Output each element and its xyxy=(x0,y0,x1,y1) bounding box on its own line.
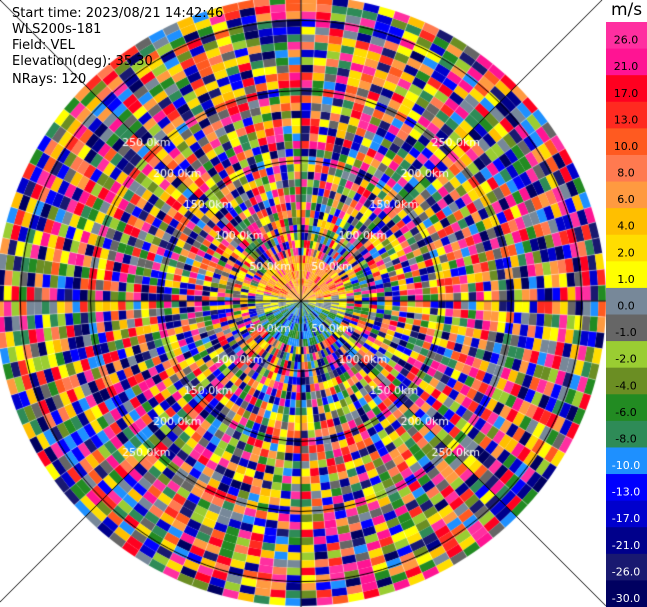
colorbar-tick-label: 17.0 xyxy=(614,87,639,100)
colorbar-swatch xyxy=(606,234,647,262)
colorbar-swatch xyxy=(606,287,647,315)
field-label: Field: VEL xyxy=(12,38,75,53)
colorbar-tick-label: -21.0 xyxy=(612,539,640,552)
site-label: WLS200s-181 xyxy=(12,22,102,37)
colorbar-swatch xyxy=(606,553,647,581)
colorbar-swatch xyxy=(606,527,647,555)
colorbar-unit: m/s xyxy=(611,0,643,20)
colorbar-tick-label: 26.0 xyxy=(614,34,639,47)
colorbar-swatch xyxy=(606,474,647,502)
colorbar-swatch xyxy=(606,101,647,129)
colorbar-swatch xyxy=(606,208,647,236)
colorbar-tick-label: 1.0 xyxy=(617,273,635,286)
velocity-colorbar: 26.0 21.0 17.0 13.0 10.0 8.0 6.0 4.0 2.0 1.0 0.0 -1… xyxy=(606,22,647,607)
colorbar-swatch xyxy=(606,367,647,395)
colorbar-swatch xyxy=(606,181,647,209)
colorbar-tick-label: 21.0 xyxy=(614,60,639,73)
colorbar-swatch xyxy=(606,48,647,76)
colorbar-tick-label: 10.0 xyxy=(614,140,639,153)
colorbar-tick-label: -17.0 xyxy=(612,512,640,525)
colorbar-tick-label: 4.0 xyxy=(617,220,635,233)
colorbar-swatch xyxy=(606,75,647,103)
colorbar-swatch xyxy=(606,420,647,448)
colorbar-swatch xyxy=(606,580,647,607)
colorbar-tick-label: -13.0 xyxy=(612,486,640,499)
colorbar-swatch xyxy=(606,341,647,369)
colorbar-tick-label: 2.0 xyxy=(617,246,635,259)
colorbar-swatch xyxy=(606,22,647,50)
colorbar-swatch xyxy=(606,447,647,475)
colorbar-tick-label: 0.0 xyxy=(617,300,635,313)
colorbar-swatch xyxy=(606,394,647,422)
start-time-label: Start time: 2023/08/21 14:42:46 xyxy=(12,6,224,21)
colorbar-tick-label: 13.0 xyxy=(614,113,639,126)
colorbar-swatch xyxy=(606,261,647,289)
colorbar-tick-label: -10.0 xyxy=(612,459,640,472)
colorbar-tick-label: 6.0 xyxy=(617,193,635,206)
colorbar-tick-label: -4.0 xyxy=(615,379,636,392)
colorbar-tick-label: -26.0 xyxy=(612,565,640,578)
colorbar-tick-label: -1.0 xyxy=(615,326,636,339)
colorbar-tick-label: -30.0 xyxy=(612,592,640,605)
colorbar-tick-label: -8.0 xyxy=(615,432,636,445)
colorbar-swatch xyxy=(606,154,647,183)
colorbar-tick-label: 8.0 xyxy=(617,167,635,180)
elevation-label: Elevation(deg): 35.30 xyxy=(12,54,153,69)
colorbar-swatch xyxy=(606,128,647,156)
colorbar-swatch xyxy=(606,500,647,528)
nrays-label: NRays: 120 xyxy=(12,72,87,87)
colorbar-tick-label: -6.0 xyxy=(615,406,636,419)
colorbar-swatch xyxy=(606,314,647,342)
colorbar-tick-label: -2.0 xyxy=(615,353,636,366)
